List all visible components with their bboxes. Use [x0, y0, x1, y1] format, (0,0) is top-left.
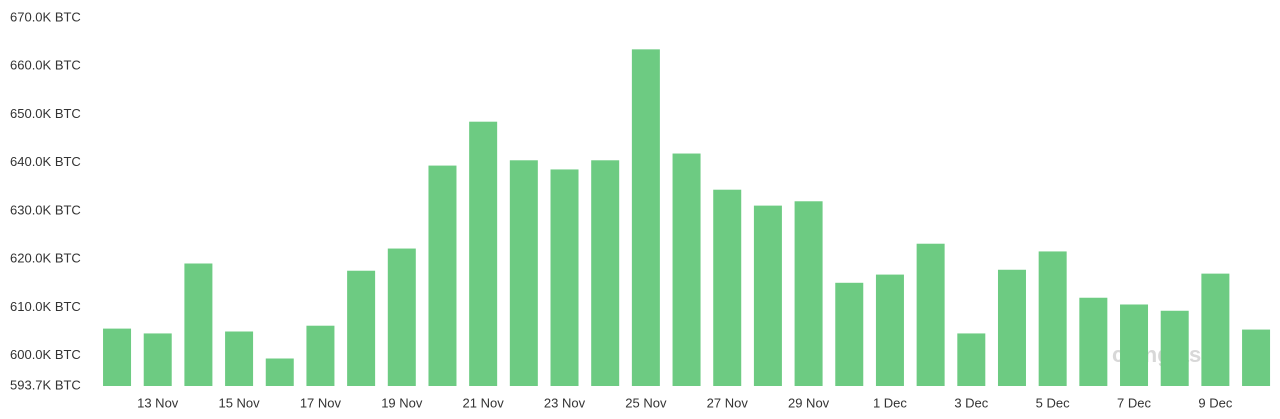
bar	[509, 160, 538, 386]
bar	[306, 325, 335, 386]
y-tick-label: 650.0K BTC	[10, 106, 81, 121]
bar	[184, 263, 213, 386]
y-tick-label: 610.0K BTC	[10, 299, 81, 314]
bar	[387, 248, 416, 386]
bar	[347, 270, 376, 386]
bar	[1242, 329, 1271, 386]
x-tick-label: 19 Nov	[381, 395, 423, 410]
x-tick-label: 27 Nov	[707, 395, 749, 410]
bar	[225, 331, 254, 386]
bar	[957, 333, 986, 386]
bar	[591, 160, 620, 386]
bar	[672, 153, 701, 386]
bar	[753, 205, 782, 386]
bar	[1079, 297, 1108, 386]
y-tick-label: 593.7K BTC	[10, 377, 81, 392]
x-tick-label: 7 Dec	[1117, 395, 1151, 410]
x-tick-label: 29 Nov	[788, 395, 830, 410]
y-tick-label: 640.0K BTC	[10, 154, 81, 169]
bar	[428, 165, 457, 386]
bar	[875, 274, 904, 386]
bar	[794, 201, 823, 386]
x-tick-label: 17 Nov	[300, 395, 342, 410]
x-tick-label: 9 Dec	[1198, 395, 1232, 410]
y-tick-label: 660.0K BTC	[10, 58, 81, 73]
bar	[713, 189, 742, 386]
x-tick-label: 23 Nov	[544, 395, 586, 410]
x-tick-label: 1 Dec	[873, 395, 907, 410]
x-tick-label: 15 Nov	[218, 395, 260, 410]
bar	[469, 121, 498, 387]
bar	[1038, 251, 1067, 386]
bar	[550, 169, 579, 386]
x-tick-label: 13 Nov	[137, 395, 179, 410]
bar	[103, 328, 132, 386]
y-tick-label: 600.0K BTC	[10, 347, 81, 362]
y-tick-label: 670.0K BTC	[10, 9, 81, 24]
bar	[631, 49, 660, 386]
bar	[1201, 273, 1230, 386]
x-tick-label: 25 Nov	[625, 395, 667, 410]
x-tick-label: 21 Nov	[463, 395, 505, 410]
x-tick-label: 5 Dec	[1036, 395, 1070, 410]
bar	[835, 282, 864, 386]
bar	[265, 358, 294, 386]
x-tick-label: 3 Dec	[954, 395, 988, 410]
bar	[916, 243, 945, 386]
y-tick-label: 620.0K BTC	[10, 251, 81, 266]
bar	[1120, 304, 1149, 386]
y-tick-label: 630.0K BTC	[10, 202, 81, 217]
bar	[997, 269, 1026, 386]
bar	[1160, 310, 1189, 386]
bar	[143, 333, 172, 386]
